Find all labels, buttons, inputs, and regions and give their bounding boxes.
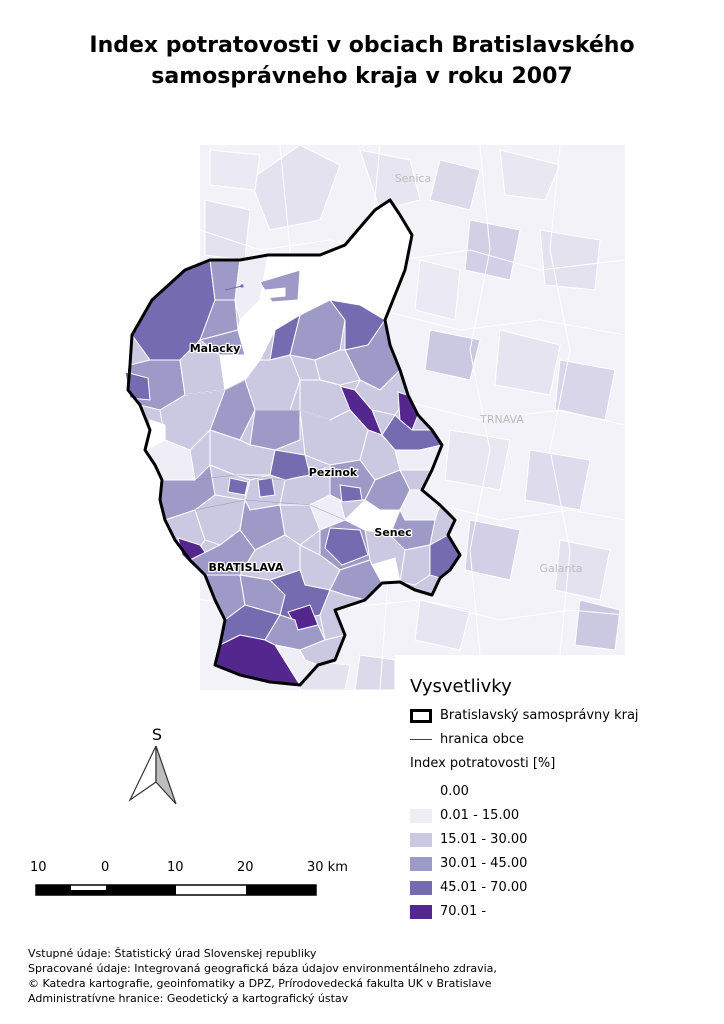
scale-label-20: 20: [237, 860, 254, 875]
legend-municipality-border: hranica obce: [410, 732, 524, 747]
river-line: [224, 285, 243, 291]
label-trnava: TRNAVA: [479, 413, 524, 426]
map-title-line-1: Index potratovosti v obciach Bratislavsk…: [89, 33, 635, 58]
scale-label-30: 30 km: [307, 860, 348, 875]
label-malacky: Malacky: [190, 342, 241, 355]
legend-class-3: 30.01 - 45.00: [410, 856, 527, 871]
label-bratislava: BRATISLAVA: [208, 561, 284, 574]
scale-bar: [35, 884, 317, 896]
legend-class-swatch: [410, 880, 432, 895]
source-notes: Vstupné údaje: Štatistický úrad Slovensk…: [28, 946, 497, 1006]
legend-panel: [395, 655, 635, 935]
legend-class-5: 70.01 -: [410, 904, 486, 919]
legend-title: Vysvetlivky: [410, 676, 512, 697]
municipality-boundaries: [184, 379, 346, 521]
source-line-3: © Katedra kartografie, geoinfomatiky a D…: [28, 977, 492, 990]
legend-class-swatch: [410, 904, 432, 919]
source-line-2: Spracované údaje: Integrovaná geografick…: [28, 962, 497, 975]
north-arrow-label: S: [152, 725, 162, 744]
north-arrow: S: [128, 725, 177, 805]
region-border: [126, 198, 462, 687]
legend-class-label: 70.01 -: [440, 904, 487, 919]
legend-class-0: 0.00: [410, 784, 469, 799]
municipality-border-swatch: [410, 739, 432, 740]
legend-class-label: 0.00: [440, 784, 469, 799]
scale-label-10: 10: [167, 860, 184, 875]
label-pezinok: Pezinok: [309, 466, 358, 479]
legend-class-swatch: [410, 784, 432, 799]
legend-class-label: 45.01 - 70.00: [440, 880, 528, 895]
legend-region-border: Bratislavský samosprávny kraj: [410, 708, 639, 723]
source-line-4: Administratívne hranice: Geodetický a ka…: [28, 992, 349, 1005]
legend-class-label: 30.01 - 45.00: [440, 856, 528, 871]
legend-class-4: 45.01 - 70.00: [410, 880, 527, 895]
label-galanta: Galanta: [539, 562, 582, 575]
label-senec: Senec: [374, 526, 411, 539]
source-line-1: Vstupné údaje: Štatistický úrad Slovensk…: [28, 947, 317, 960]
legend-region-border-label: Bratislavský samosprávny kraj: [440, 708, 639, 723]
scale-label-10-left: 10: [30, 860, 47, 875]
legend-class-1: 0.01 - 15.00: [410, 808, 519, 823]
river-dot: [240, 284, 244, 288]
legend-class-swatch: [410, 808, 432, 823]
legend-class-swatch: [410, 832, 432, 847]
region-border-swatch: [410, 708, 432, 723]
legend-class-label: 15.01 - 30.00: [440, 832, 528, 847]
north-arrow-right: [155, 745, 177, 805]
north-arrow-left: [128, 745, 157, 802]
legend-class-swatch: [410, 856, 432, 871]
map-title-line-2: samosprávneho kraja v roku 2007: [151, 64, 573, 89]
scale-label-0: 0: [101, 860, 110, 875]
legend-class-2: 15.01 - 30.00: [410, 832, 527, 847]
legend-municipality-border-label: hranica obce: [440, 732, 524, 747]
map-title: Index potratovosti v obciach Bratislavsk…: [0, 30, 724, 92]
label-senica: Senica: [395, 172, 432, 185]
choropleth-map: Senica TRNAVA Galanta Malacky Pezinok Se…: [124, 145, 625, 690]
legend-class-label: 0.01 - 15.00: [440, 808, 520, 823]
legend-index-title: Index potratovosti [%]: [410, 756, 556, 771]
